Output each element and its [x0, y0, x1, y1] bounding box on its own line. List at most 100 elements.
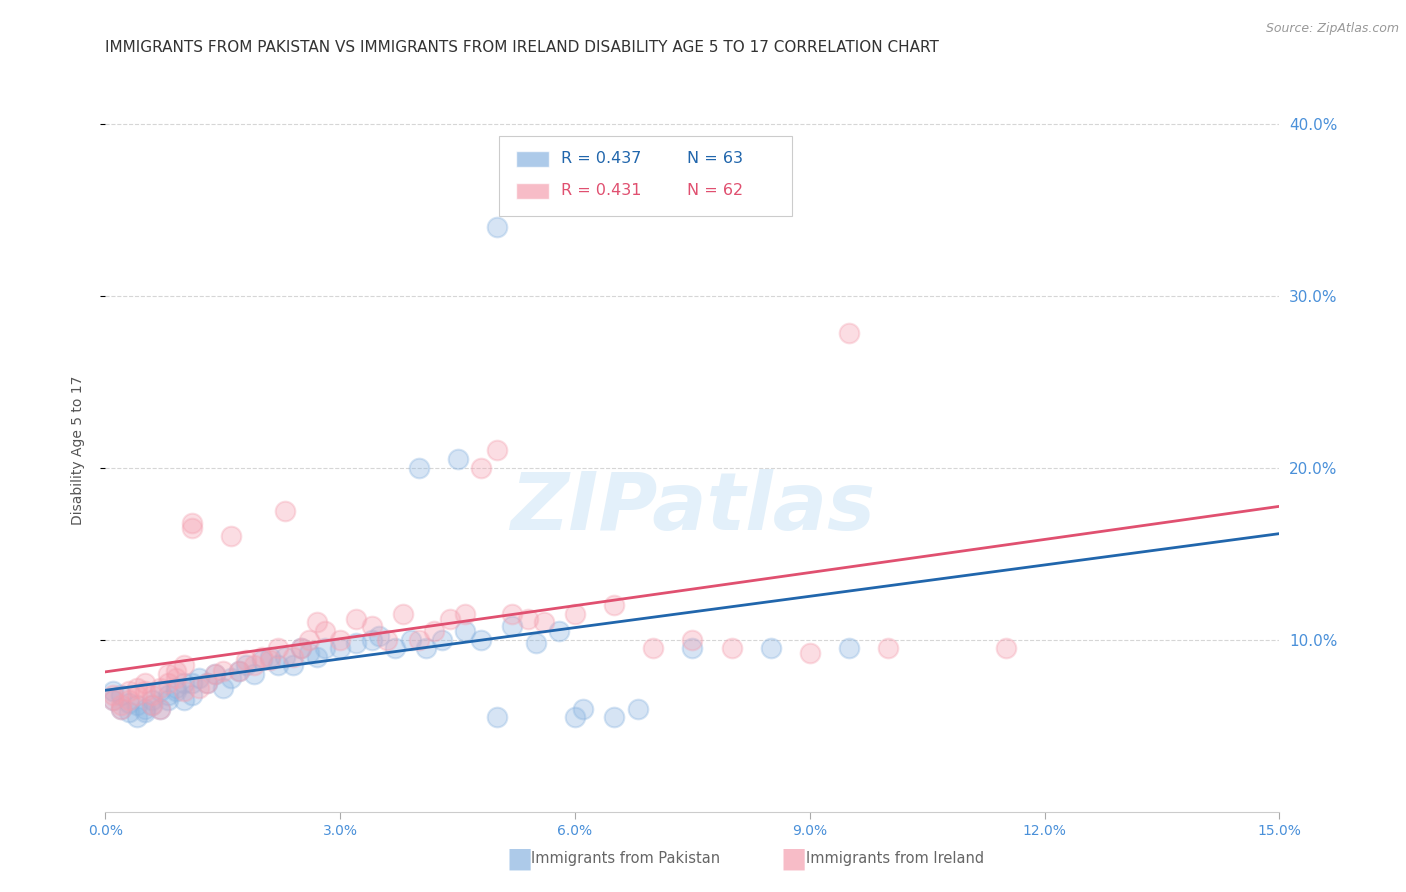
Point — [235, 658, 257, 673]
Point — [572, 701, 595, 715]
Point — [173, 684, 195, 698]
Point — [211, 681, 233, 695]
Point — [149, 684, 172, 698]
Point — [454, 607, 477, 621]
Text: Source: ZipAtlas.com: Source: ZipAtlas.com — [1265, 22, 1399, 36]
Point — [266, 658, 288, 673]
Point — [259, 653, 281, 667]
Point — [430, 632, 453, 647]
Point — [720, 641, 742, 656]
Point — [134, 705, 156, 719]
Y-axis label: Disability Age 5 to 17: Disability Age 5 to 17 — [70, 376, 84, 525]
Point — [125, 688, 148, 702]
Text: R = 0.437: R = 0.437 — [561, 151, 641, 166]
Point — [423, 624, 446, 639]
Point — [681, 632, 703, 647]
Point — [408, 632, 430, 647]
Point — [290, 641, 312, 656]
Point — [219, 671, 242, 685]
Point — [298, 632, 321, 647]
Point — [314, 624, 336, 639]
Point — [157, 675, 180, 690]
Point — [360, 619, 382, 633]
Point — [180, 675, 202, 690]
Point — [603, 599, 626, 613]
Point — [103, 688, 125, 702]
Point — [439, 612, 461, 626]
Point — [305, 649, 328, 664]
Point — [603, 710, 626, 724]
Text: N = 62: N = 62 — [686, 183, 742, 198]
Point — [799, 647, 821, 661]
Point — [149, 701, 172, 715]
Point — [180, 521, 202, 535]
Point — [627, 701, 650, 715]
FancyBboxPatch shape — [499, 136, 792, 216]
Point — [118, 696, 141, 710]
Point — [204, 667, 226, 681]
Point — [415, 641, 437, 656]
Point — [250, 653, 273, 667]
Point — [157, 667, 180, 681]
Point — [501, 619, 523, 633]
Text: R = 0.431: R = 0.431 — [561, 183, 641, 198]
Point — [110, 701, 132, 715]
Text: ■: ■ — [506, 844, 533, 872]
Point — [408, 460, 430, 475]
Point — [360, 632, 382, 647]
Point — [134, 675, 156, 690]
Text: Immigrants from Pakistan: Immigrants from Pakistan — [531, 851, 721, 865]
Point — [485, 710, 508, 724]
Point — [329, 641, 352, 656]
Point — [165, 684, 187, 698]
Point — [759, 641, 782, 656]
Point — [118, 693, 141, 707]
Point — [994, 641, 1017, 656]
Point — [180, 688, 202, 702]
Point — [290, 641, 312, 656]
Point — [266, 641, 288, 656]
Point — [165, 664, 187, 678]
Point — [149, 701, 172, 715]
Point — [125, 710, 148, 724]
Point — [259, 649, 281, 664]
Point — [375, 632, 398, 647]
Point — [344, 612, 367, 626]
Point — [838, 326, 860, 341]
Point — [501, 607, 523, 621]
Point — [274, 649, 297, 664]
Text: ■: ■ — [780, 844, 807, 872]
Point — [188, 671, 211, 685]
Point — [157, 688, 180, 702]
Bar — [516, 183, 550, 199]
Point — [454, 624, 477, 639]
Point — [118, 705, 141, 719]
Point — [173, 693, 195, 707]
Point — [141, 698, 163, 712]
Point — [211, 664, 233, 678]
Point — [173, 675, 195, 690]
Text: ZIPatlas: ZIPatlas — [510, 469, 875, 548]
Point — [470, 632, 492, 647]
Point — [219, 529, 242, 543]
Point — [157, 693, 180, 707]
Point — [485, 219, 508, 234]
Point — [141, 698, 163, 712]
Point — [368, 629, 391, 643]
Point — [517, 612, 540, 626]
Point — [274, 503, 297, 517]
Point — [243, 658, 266, 673]
Point — [165, 681, 187, 695]
Point — [392, 607, 415, 621]
Bar — [516, 152, 550, 167]
Point — [485, 443, 508, 458]
Point — [314, 641, 336, 656]
Point — [173, 658, 195, 673]
Point — [250, 649, 273, 664]
Point — [103, 693, 125, 707]
Point — [204, 667, 226, 681]
Text: IMMIGRANTS FROM PAKISTAN VS IMMIGRANTS FROM IRELAND DISABILITY AGE 5 TO 17 CORRE: IMMIGRANTS FROM PAKISTAN VS IMMIGRANTS F… — [105, 40, 939, 55]
Point — [125, 698, 148, 712]
Point — [188, 681, 211, 695]
Point — [298, 647, 321, 661]
